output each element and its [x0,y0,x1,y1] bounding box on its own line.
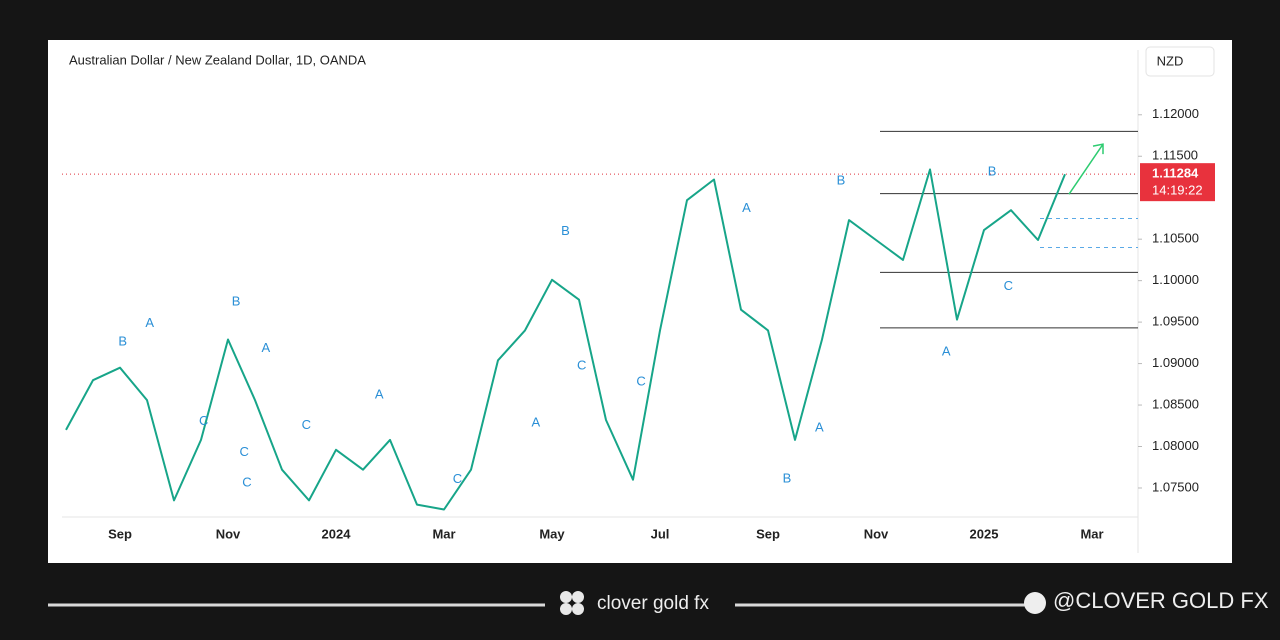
x-tick-label: Sep [108,526,132,541]
x-tick-label: Mar [1080,526,1103,541]
x-tick-label: Nov [216,526,241,541]
wave-label: B [561,223,570,238]
x-tick-label: Jul [651,526,670,541]
wave-label: A [261,340,270,355]
wave-label: B [118,333,127,348]
price-line [65,168,1066,511]
y-tick-label: 1.11500 [1152,148,1198,163]
wave-label: C [240,444,249,459]
brand: clover gold fx [597,593,709,614]
wave-label: B [988,163,997,178]
y-tick-label: 1.08500 [1152,396,1199,411]
x-tick-label: 2024 [322,526,352,541]
currency-box [1145,46,1215,77]
x-tick-label: May [539,526,565,541]
wave-label: A [375,387,384,402]
wave-label: A [531,415,540,430]
wave-label: C [636,373,645,388]
x-tick-label: Mar [432,526,455,541]
wave-label: A [742,200,751,215]
facebook-icon [1024,592,1046,614]
chart-card [48,40,1232,563]
clover-logo [560,591,584,615]
handle: @CLOVER GOLD FX [1053,588,1269,613]
y-tick-label: 1.10000 [1152,272,1199,287]
countdown: 14:19:22 [1152,183,1203,198]
wave-label: A [942,343,951,358]
wave-label: C [302,417,311,432]
wave-label: C [453,471,462,486]
wave-label: B [837,173,846,188]
wave-label: A [145,315,154,330]
wave-label: C [199,413,208,428]
x-tick-label: Sep [756,526,780,541]
y-tick-label: 1.09000 [1152,355,1199,370]
x-tick-label: Nov [864,526,889,541]
projection-arrow [1068,143,1104,195]
last-price: 1.11284 [1152,166,1199,181]
chart-title: Australian Dollar / New Zealand Dollar, … [69,52,366,67]
plot: 1.07500 1.08000 1.08500 1.09000 1.09500 1.100… [62,106,1215,541]
y-tick-label: 1.08000 [1152,438,1199,453]
wave-label: C [577,358,586,373]
wave-label: B [783,470,792,485]
wave-label: C [242,474,251,489]
x-tick-label: 2025 [970,526,999,541]
wave-label: C [1004,278,1013,293]
y-tick-label: 1.09500 [1152,314,1199,329]
last-price-box [1140,163,1215,202]
y-tick-label: 1.12000 [1152,106,1199,121]
currency: NZD [1157,53,1184,68]
wave-label: B [232,294,241,309]
y-tick-label: 1.07500 [1152,479,1199,494]
y-tick-label: 1.10500 [1152,231,1199,246]
wave-label: A [815,420,824,435]
